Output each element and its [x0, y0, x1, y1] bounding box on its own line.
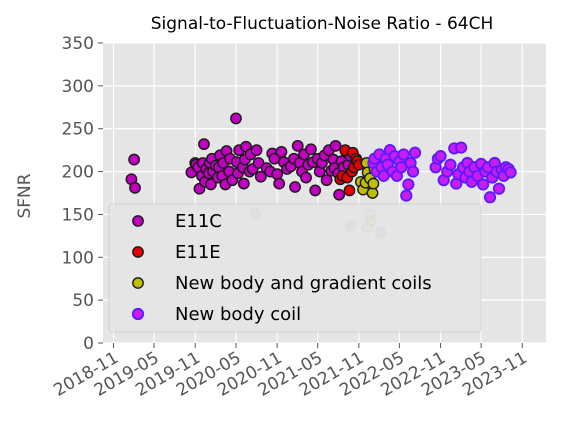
- data-point: [455, 141, 468, 154]
- chart-title: Signal-to-Fluctuation-Noise Ratio - 64CH: [151, 14, 493, 34]
- data-point: [254, 170, 267, 183]
- data-point: [128, 153, 141, 166]
- data-point: [402, 178, 415, 191]
- legend-marker: [132, 246, 144, 258]
- series-e11e: [334, 144, 365, 197]
- data-point: [483, 191, 497, 204]
- data-point: [492, 182, 506, 195]
- data-point: [434, 150, 447, 163]
- y-tick-label: 350: [62, 34, 94, 54]
- data-point: [237, 177, 250, 190]
- legend-label: E11C: [175, 211, 222, 232]
- data-point: [444, 158, 457, 171]
- data-point: [476, 178, 490, 191]
- data-point: [408, 146, 422, 159]
- data-point: [198, 138, 210, 151]
- data-point: [271, 168, 284, 181]
- data-point: [367, 177, 380, 190]
- data-point: [504, 166, 517, 179]
- series-new-body-coil: [367, 141, 517, 204]
- legend: E11C E11E New body and gradient coils New b…: [108, 203, 482, 333]
- data-point: [300, 171, 312, 184]
- legend-box: [108, 203, 482, 333]
- data-point: [230, 112, 242, 125]
- data-point: [400, 189, 413, 202]
- data-point: [289, 181, 301, 193]
- data-point: [250, 144, 263, 157]
- data-point: [397, 148, 410, 161]
- data-points: [125, 112, 517, 204]
- data-point: [320, 174, 333, 187]
- y-tick-label: 100: [62, 248, 94, 268]
- data-point: [291, 139, 304, 152]
- legend-label: E11E: [175, 242, 221, 263]
- data-point: [333, 188, 346, 201]
- legend-marker: [132, 277, 144, 289]
- legend-marker: [132, 215, 144, 227]
- y-axis-label: SFNR: [15, 173, 35, 218]
- y-tick-label: 200: [62, 163, 94, 183]
- y-tick-label: 250: [62, 120, 94, 140]
- data-point: [204, 178, 217, 191]
- data-point: [406, 165, 420, 178]
- y-tick-label: 50: [72, 291, 94, 311]
- y-tick-label: 0: [83, 334, 94, 354]
- data-point: [305, 143, 317, 156]
- data-point: [309, 184, 322, 197]
- y-tick-label: 150: [62, 205, 94, 225]
- legend-label: New body coil: [175, 304, 301, 325]
- data-point: [329, 139, 342, 152]
- data-point: [129, 181, 141, 194]
- legend-label: New body and gradient coils: [175, 273, 432, 294]
- data-point: [343, 184, 356, 197]
- data-point: [273, 177, 286, 190]
- data-point: [275, 145, 288, 158]
- y-tick-label: 300: [62, 77, 94, 97]
- legend-marker: [131, 307, 145, 321]
